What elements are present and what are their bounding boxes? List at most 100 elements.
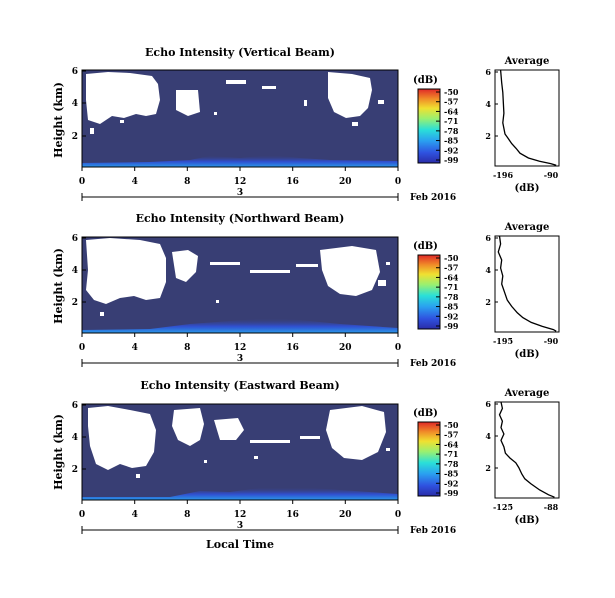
colorbar-tick-label: -78 — [444, 459, 459, 469]
profile-y-tick-label: 2 — [485, 131, 491, 141]
x-tick-label: 8 — [184, 177, 190, 187]
colorbar-tick-label: -71 — [444, 116, 458, 126]
x-tick-label: 0 — [395, 177, 401, 187]
colorbar: (dB) -50-57-64-71-78-85-92-99 — [413, 408, 459, 498]
month-label: Feb 2016 — [410, 359, 456, 369]
colorbar-tick-label: -85 — [444, 136, 458, 146]
colorbar-tick-label: -64 — [444, 439, 459, 449]
average-profile: Average 6 4 2 -125 -88 (dB) — [485, 388, 560, 526]
colorbar-tick-label: -99 — [444, 321, 459, 331]
colorbar-tick-label: -64 — [444, 106, 459, 116]
profile-y-ticks: 6 4 2 — [485, 67, 498, 141]
date-axis: 3 Feb 2016 — [81, 188, 456, 203]
profile-frame — [494, 235, 560, 333]
month-label: Feb 2016 — [410, 193, 456, 203]
profile-x-tick-label: -125 — [493, 502, 513, 512]
profile-y-ticks: 6 4 2 — [485, 399, 498, 473]
x-tick-label: 16 — [286, 510, 299, 520]
x-ticks: 0 4 8 12 16 20 0 — [79, 333, 401, 353]
profile-x-tick-label: -90 — [544, 336, 559, 346]
y-axis-label: Height (km) — [52, 82, 65, 158]
x-tick-label: 0 — [79, 343, 85, 353]
chart-title: Echo Intensity (Vertical Beam) — [145, 46, 335, 59]
colorbar: (dB) -50-57-64-71-78-85-92-99 — [413, 75, 459, 165]
date-axis: 3 Feb 2016 — [81, 521, 456, 536]
y-tick-label: 4 — [72, 433, 78, 443]
x-tick-label: 16 — [286, 177, 299, 187]
panel-vertical-beam: Echo Intensity (Vertical Beam) Height (k… — [52, 46, 560, 203]
profile-frame — [494, 401, 560, 499]
colorbar-tick-label: -85 — [444, 469, 458, 479]
no-echo-regions — [88, 406, 390, 478]
date-axis: 3 Feb 2016 — [81, 354, 456, 369]
profile-x-label: (dB) — [515, 515, 540, 526]
profile-y-tick-label: 6 — [485, 67, 491, 77]
y-tick-label: 4 — [72, 99, 78, 109]
profile-y-tick-label: 2 — [485, 297, 491, 307]
x-axis-label: Local Time — [206, 538, 274, 551]
colorbar-tick-label: -64 — [444, 272, 459, 282]
x-tick-label: 8 — [184, 510, 190, 520]
colorbar-tick-label: -50 — [444, 253, 459, 263]
y-axis-label: Height (km) — [52, 248, 65, 324]
ground-echo-layer — [82, 318, 398, 333]
y-tick-label: 2 — [72, 298, 78, 308]
x-tick-label: 4 — [132, 343, 138, 353]
colorbar-tick-label: -92 — [444, 311, 458, 321]
colorbar-tick-label: -57 — [444, 430, 458, 440]
y-tick-label: 6 — [72, 67, 78, 77]
x-ticks: 0 4 8 12 16 20 0 — [79, 500, 401, 520]
x-tick-label: 4 — [132, 510, 138, 520]
ground-echo-layer — [82, 487, 398, 500]
profile-title: Average — [504, 388, 550, 399]
y-tick-label: 6 — [72, 234, 78, 244]
colorbar-gradient — [417, 421, 441, 497]
heatmap-area — [81, 403, 399, 501]
heatmap-area — [81, 69, 399, 168]
x-tick-label: 12 — [234, 510, 247, 520]
colorbar: (dB) -50-57-64-71-78-85-92-99 — [413, 241, 459, 331]
profile-y-tick-label: 4 — [485, 265, 491, 275]
average-profile: Average 6 4 2 -196 -90 (dB) — [485, 56, 560, 194]
date-label: 3 — [237, 354, 243, 364]
profile-y-tick-label: 6 — [485, 399, 491, 409]
y-ticks: 6 4 2 — [72, 401, 86, 475]
y-tick-label: 2 — [72, 465, 78, 475]
y-ticks: 6 4 2 — [72, 234, 86, 308]
y-tick-label: 2 — [72, 132, 78, 142]
y-axis-label: Height (km) — [52, 414, 65, 490]
profile-x-label: (dB) — [515, 349, 540, 360]
y-ticks: 6 4 2 — [72, 67, 86, 142]
y-tick-label: 4 — [72, 266, 78, 276]
colorbar-gradient — [417, 88, 441, 164]
colorbar-tick-label: -92 — [444, 145, 458, 155]
profile-x-tick-label: -195 — [493, 336, 513, 346]
profile-x-label: (dB) — [515, 183, 540, 194]
profile-title: Average — [504, 56, 550, 67]
date-label: 3 — [237, 188, 243, 198]
x-tick-label: 8 — [184, 343, 190, 353]
profile-y-tick-label: 2 — [485, 463, 491, 473]
profile-line — [498, 401, 555, 498]
no-echo-regions — [86, 238, 390, 316]
colorbar-tick-label: -57 — [444, 263, 458, 273]
profile-frame — [494, 69, 560, 167]
profile-line — [499, 69, 557, 166]
colorbar-tick-label: -78 — [444, 292, 459, 302]
x-tick-label: 12 — [234, 177, 247, 187]
colorbar-unit: (dB) — [413, 75, 438, 86]
colorbar-tick-label: -71 — [444, 282, 458, 292]
panel-northward-beam: Echo Intensity (Northward Beam) Height (… — [52, 212, 560, 369]
colorbar-tick-label: -50 — [444, 420, 459, 430]
profile-x-tick-label: -196 — [493, 170, 513, 180]
heatmap-area — [81, 236, 399, 334]
month-label: Feb 2016 — [410, 526, 456, 536]
x-tick-label: 12 — [234, 343, 247, 353]
x-tick-label: 0 — [79, 177, 85, 187]
colorbar-unit: (dB) — [413, 241, 438, 252]
colorbar-unit: (dB) — [413, 408, 438, 419]
x-tick-label: 20 — [339, 343, 352, 353]
colorbar-tick-label: -57 — [444, 97, 458, 107]
colorbar-tick-label: -78 — [444, 126, 459, 136]
